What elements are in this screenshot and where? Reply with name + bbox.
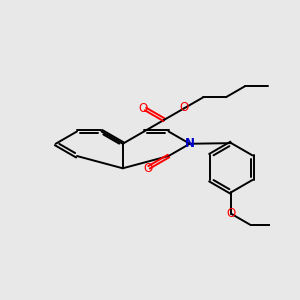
Text: O: O xyxy=(139,102,148,115)
Text: O: O xyxy=(179,101,188,114)
Text: O: O xyxy=(143,162,152,175)
Text: N: N xyxy=(185,137,195,150)
Text: O: O xyxy=(226,207,236,220)
